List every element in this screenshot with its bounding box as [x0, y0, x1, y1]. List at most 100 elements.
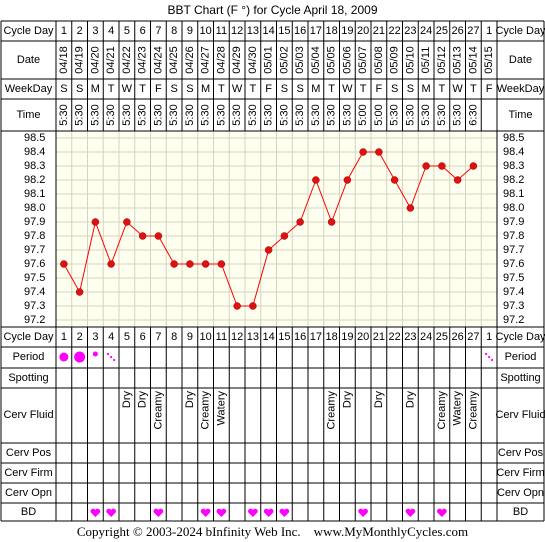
date-label: 04/28 [215, 46, 227, 74]
weekday-label: M [91, 83, 100, 95]
bd-heart-icon [358, 508, 368, 517]
row-label-left: Date [17, 54, 40, 66]
period-spotting-dot [113, 358, 116, 362]
temperature-point [201, 260, 210, 268]
cycle-day-label: 1 [61, 331, 67, 343]
temperature-point [264, 246, 273, 254]
weekday-label: W [122, 83, 133, 95]
date-label: 05/07 [357, 46, 369, 74]
y-tick-label-left: 98.3 [24, 160, 45, 172]
y-tick-label-right: 98.3 [503, 160, 524, 172]
date-label: 05/11 [420, 47, 432, 74]
date-label: 05/13 [452, 46, 464, 74]
cycle-day-label: 23 [404, 25, 416, 37]
cycle-day-label: 15 [278, 25, 290, 37]
y-tick-label-left: 98.2 [24, 174, 45, 186]
cycle-day-label: 13 [247, 25, 259, 37]
y-tick-label-right: 98.1 [503, 188, 524, 200]
cycle-day-label: 25 [436, 331, 448, 343]
time-label: 5:30 [294, 104, 306, 125]
row-label-left: Time [16, 109, 40, 121]
cycle-day-label: 24 [420, 25, 432, 37]
time-label: 5:30 [105, 104, 117, 125]
cycle-day-label: 6 [140, 25, 146, 37]
period-spotting-dot [485, 352, 488, 356]
y-tick-label-left: 97.6 [24, 258, 45, 270]
temperature-point [406, 204, 415, 212]
temperature-point [359, 148, 367, 156]
row-label-right: Cycle Day [495, 331, 545, 343]
cycle-day-label: 22 [389, 25, 401, 37]
row-label-left: Cerv Pos [6, 447, 52, 459]
row-label-left: BD [21, 506, 36, 518]
temperature-point [343, 176, 352, 184]
weekday-label: T [439, 83, 446, 95]
bd-heart-icon [279, 508, 290, 517]
weekday-label: W [232, 83, 243, 95]
temperature-point [280, 232, 289, 240]
date-label: 05/08 [373, 46, 385, 74]
period-heavy-marker [74, 351, 86, 363]
y-tick-label-right: 97.8 [503, 230, 524, 242]
date-label: 05/12 [436, 46, 448, 74]
cerv-fluid-label: Dry [404, 391, 416, 409]
cerv-fluid-label: Dry [341, 391, 353, 409]
cycle-day-label: 10 [200, 25, 212, 37]
cycle-day-label: 13 [247, 331, 259, 343]
cycle-day-label: 27 [467, 25, 479, 37]
cycle-day-label: 1 [61, 25, 67, 37]
time-label: 5:30 [278, 104, 290, 125]
bd-heart-icon [263, 508, 274, 517]
date-label: 05/03 [294, 46, 306, 74]
y-tick-label-left: 97.7 [24, 244, 45, 256]
time-label: 5:30 [452, 104, 464, 125]
row-label-left: WeekDay [5, 83, 53, 95]
time-label: 5:30 [326, 104, 338, 125]
row-label-right: Time [508, 109, 532, 121]
date-label: 05/06 [341, 46, 353, 74]
date-label: 04/30 [247, 46, 259, 74]
y-tick-label-left: 97.3 [24, 300, 45, 312]
temperature-point [170, 260, 178, 268]
weekday-label: T [250, 83, 257, 95]
time-label: 5:30 [231, 104, 243, 125]
time-label: 5:30 [152, 104, 164, 125]
y-tick-label-right: 97.9 [503, 216, 524, 228]
date-label: 05/10 [404, 46, 416, 74]
temperature-point [60, 260, 68, 268]
cycle-day-label: 11 [216, 331, 227, 343]
row-label-left: Spotting [8, 372, 48, 384]
cycle-day-label: 6 [140, 331, 146, 343]
cerv-fluid-label: Creamy [436, 391, 448, 430]
cycle-day-label: 24 [420, 331, 432, 343]
cycle-day-label: 4 [108, 331, 114, 343]
cerv-fluid-label: Creamy [326, 391, 338, 430]
row-label-left: Period [13, 351, 45, 363]
date-label: 04/23 [137, 46, 149, 74]
row-label-right: BD [513, 506, 528, 518]
weekday-label: S [60, 83, 67, 95]
time-label: 5:30 [89, 104, 101, 125]
temperature-point [91, 218, 100, 226]
weekday-label: M [311, 83, 320, 95]
date-label: 04/29 [231, 46, 243, 74]
cerv-fluid-label: Creamy [200, 391, 212, 430]
cycle-day-label: 17 [310, 331, 322, 343]
weekday-label: S [407, 83, 414, 95]
cycle-day-label: 27 [467, 331, 479, 343]
cycle-day-label: 25 [436, 25, 448, 37]
temperature-point [453, 176, 462, 184]
y-tick-label-right: 97.6 [503, 258, 524, 270]
cycle-day-label: 5 [124, 25, 130, 37]
cycle-day-label: 3 [92, 331, 98, 343]
date-label: 04/26 [184, 46, 196, 74]
cerv-fluid-label: Dry [184, 391, 196, 409]
cycle-day-label: 7 [155, 25, 161, 37]
y-tick-label-left: 97.8 [24, 230, 45, 242]
weekday-label: T [139, 83, 146, 95]
weekday-label: F [376, 83, 383, 95]
row-label-right: Cycle Day [495, 25, 545, 37]
time-label: 5:30 [58, 104, 70, 125]
cycle-day-label: 26 [452, 331, 464, 343]
cerv-fluid-label: Creamy [467, 391, 479, 430]
